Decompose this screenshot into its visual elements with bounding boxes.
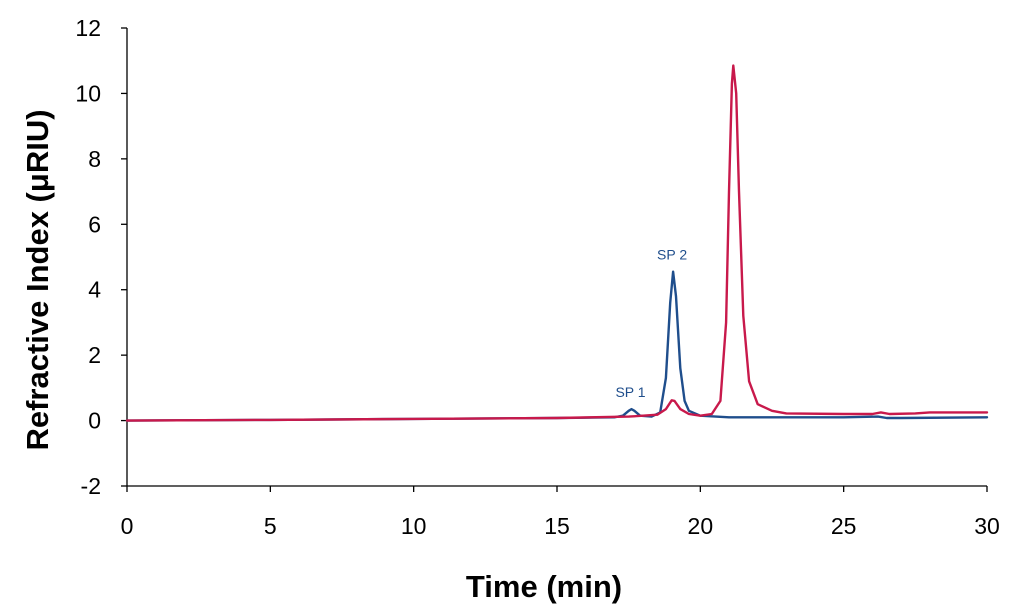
x-tick-label: 30 — [974, 513, 1000, 539]
y-tick-label: 12 — [75, 15, 101, 41]
peak-label: SP 1 — [615, 384, 645, 400]
y-tick-label: -2 — [81, 473, 101, 499]
x-tick-label: 20 — [688, 513, 714, 539]
y-tick-label: 2 — [88, 342, 101, 368]
x-tick-label: 10 — [401, 513, 427, 539]
series-line-1 — [125, 270, 989, 422]
peak-label: SP 2 — [657, 247, 687, 263]
y-axis-ticks: -2 0 2 4 6 8 10 12 — [75, 15, 127, 499]
y-axis-title: Refractive Index (μRIU) — [20, 109, 55, 450]
series-layer — [125, 64, 989, 422]
y-tick-label: 0 — [88, 408, 101, 434]
x-tick-label: 15 — [544, 513, 570, 539]
x-axis-title: Time (min) — [466, 569, 622, 604]
y-tick-label: 10 — [75, 80, 101, 106]
x-axis-ticks: 0 5 10 15 20 25 30 — [121, 486, 1000, 539]
series-line-2 — [125, 64, 989, 422]
x-tick-label: 5 — [264, 513, 277, 539]
y-tick-label: 8 — [88, 146, 101, 172]
x-tick-label: 25 — [831, 513, 857, 539]
y-tick-label: 6 — [88, 211, 101, 237]
annotation-layer: SP 1 SP 2 — [615, 247, 687, 400]
y-tick-label: 4 — [88, 277, 101, 303]
x-tick-label: 0 — [121, 513, 134, 539]
